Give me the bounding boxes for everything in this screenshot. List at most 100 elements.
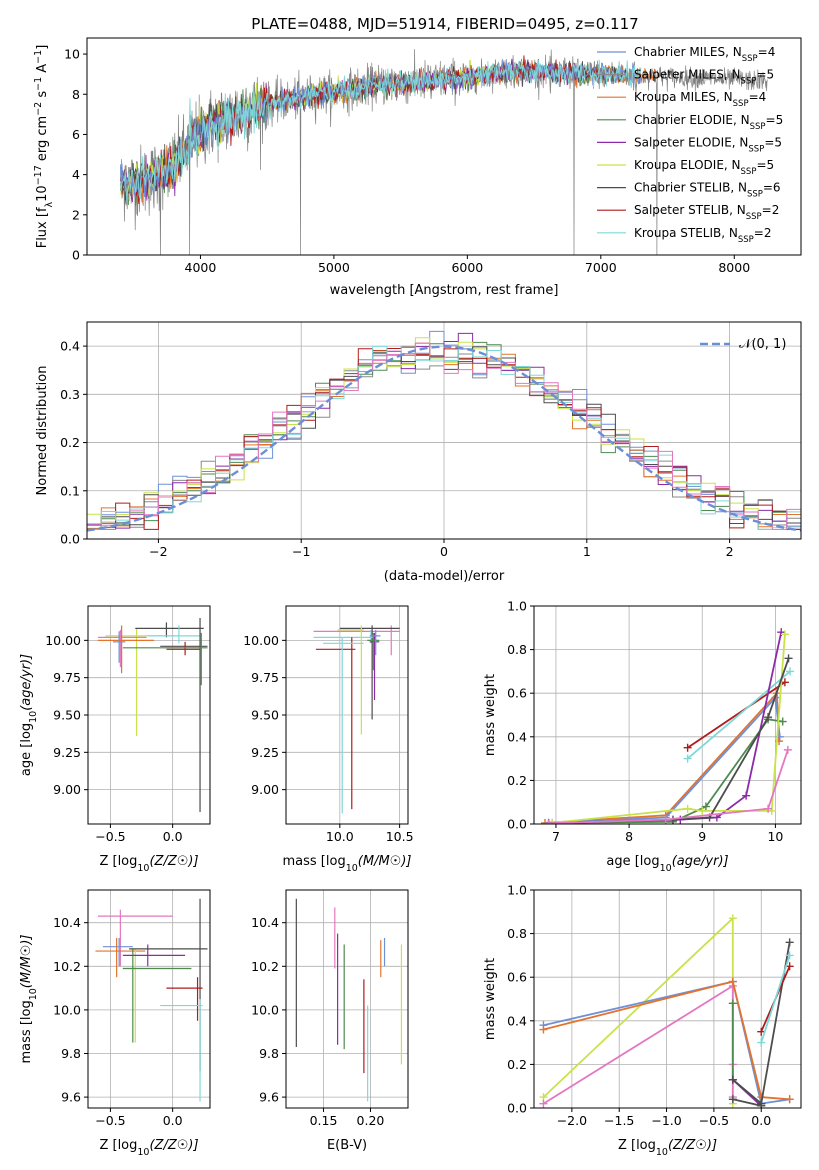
y-tick-label: 0.2: [507, 1057, 527, 1072]
axes-mass_vs_Z: −0.5 0.0 9.6 9.8 10.0 10.2 10.4: [53, 889, 211, 1128]
y-axis-label: Flux [fλ10−17 erg cm−2 s−1 A−1]: [33, 45, 55, 249]
y-tick-label: 10: [64, 47, 80, 62]
y-tick-label: 2: [72, 207, 80, 222]
point-marker: [728, 999, 737, 1008]
y-tick-label: 9.8: [259, 1046, 279, 1061]
y-tick-label: 0.4: [507, 729, 527, 744]
y-tick-label: 10.4: [53, 915, 81, 930]
axes-frame: [86, 37, 802, 256]
legend-label: Salpeter ELODIE, NSSP=5: [634, 135, 782, 154]
x-tick-label: 0.0: [163, 829, 183, 844]
axes-weight_vs_age: 7 8 9 10 0.0 0.2 0.4 0.6 0.8 1.0: [507, 599, 802, 844]
legend-label: Chabrier MILES, NSSP=4: [634, 45, 775, 64]
axes-mass_vs_ebv: 0.15 0.20 9.6 9.8 10.0 10.2 10.4: [251, 889, 409, 1128]
point-marker: [785, 1095, 794, 1104]
series-line-chabrier-elodie: [548, 718, 783, 824]
x-tick-label: 0.0: [163, 1113, 183, 1128]
x-tick-label: 2: [726, 544, 734, 559]
point-marker: [539, 1025, 548, 1034]
point-marker: [757, 1101, 766, 1108]
series-line-kroupa-elodie: [552, 634, 786, 824]
axes-frame: [285, 889, 409, 1109]
x-tick-label: −1.0: [651, 1113, 681, 1128]
x-tick-label: 10.0: [326, 829, 354, 844]
x-axis-label: wavelength [Angstrom, rest frame]: [330, 283, 559, 298]
plot-area-weight_vs_Z: [539, 914, 794, 1108]
y-tick-label: 9.75: [53, 670, 81, 685]
y-tick-label: 10.0: [53, 1002, 81, 1017]
y-tick-label: 10.0: [251, 1002, 279, 1017]
y-tick-label: 1.0: [507, 883, 527, 898]
axes-spectrum: 4000 5000 6000 7000 8000 0 2 4 6 8 10: [64, 37, 802, 275]
y-tick-label: 10.4: [251, 915, 279, 930]
point-marker: [785, 938, 794, 947]
axes-weight_vs_Z: −2.0 −1.5 −1.0 −0.5 0.0 0.0 0.2 0.4 0.6 0.8 1.0: [507, 883, 802, 1128]
histogram-pink: [87, 342, 801, 530]
point-marker: [764, 804, 773, 813]
axes-frame: [533, 605, 802, 825]
x-tick-label: 10.5: [386, 829, 414, 844]
series-line-chabrier-miles: [548, 696, 781, 824]
series-line-kroupa-stelib: [760, 955, 791, 1043]
y-tick-label: 9.50: [53, 708, 81, 723]
point-marker: [786, 667, 795, 676]
y-tick-label: 0.0: [60, 532, 80, 547]
axes-age_vs_mass: 10.0 10.5 9.00 9.25 9.50 9.75 10.00: [243, 605, 414, 844]
x-tick-label: 0.20: [357, 1113, 385, 1128]
plot-area-age_vs_Z: [97, 617, 208, 813]
point-marker: [661, 815, 670, 824]
point-marker: [778, 717, 787, 726]
series-line-pink: [548, 749, 789, 824]
plot-area-residuals: [87, 330, 801, 532]
x-tick-label: 0.15: [310, 1113, 338, 1128]
point-marker: [728, 1075, 737, 1084]
point-marker: [683, 804, 692, 813]
x-tick-label: 10: [767, 829, 783, 844]
x-axis-label: E(B-V): [327, 1138, 367, 1153]
y-axis-label: mass [log10(M/M☉)]: [19, 935, 39, 1064]
y-tick-label: 10.00: [45, 633, 81, 648]
plot-area-weight_vs_age: [540, 628, 795, 824]
series-line-chabrier-miles: [119, 58, 642, 198]
point-marker: [757, 1038, 766, 1047]
point-marker: [783, 745, 792, 754]
point-marker: [780, 678, 789, 687]
y-tick-label: 0.4: [60, 339, 80, 354]
x-tick-label: 8: [625, 829, 633, 844]
legend-label: Salpeter STELIB, NSSP=2: [634, 203, 779, 222]
point-marker: [742, 791, 751, 800]
x-tick-label: 0: [440, 544, 448, 559]
y-tick-label: 4: [72, 167, 80, 182]
legend-label: Kroupa STELIB, NSSP=2: [634, 226, 772, 245]
point-marker: [780, 630, 789, 639]
x-axis-label: Z [log10(Z/Z☉)]: [99, 1138, 198, 1158]
x-tick-label: 9: [698, 829, 706, 844]
x-tick-label: −1: [292, 544, 310, 559]
y-axis-label: Normed distribution: [35, 366, 50, 496]
x-axis-label: (data-model)/error: [384, 569, 505, 584]
x-tick-label: −0.5: [95, 829, 125, 844]
x-tick-label: 4000: [185, 260, 217, 275]
x-axis-label: Z [log10(Z/Z☉)]: [618, 1138, 717, 1158]
point-marker: [544, 819, 553, 824]
y-tick-label: 10.00: [243, 633, 279, 648]
point-marker: [785, 951, 794, 960]
legend: Chabrier MILES, NSSP=4 Salpeter MILES, NS…: [597, 45, 783, 245]
y-tick-label: 9.6: [61, 1090, 81, 1105]
legend-label: Salpeter MILES, NSSP=5: [634, 68, 774, 87]
plot-area-age_vs_mass: [313, 625, 400, 814]
x-tick-label: −0.5: [95, 1113, 125, 1128]
figure-title: PLATE=0488, MJD=51914, FIBERID=0495, z=0…: [251, 15, 638, 33]
y-tick-label: 10.2: [251, 959, 279, 974]
y-tick-label: 9.6: [259, 1090, 279, 1105]
series-line-kroupa-stelib: [687, 670, 791, 760]
point-marker: [698, 806, 707, 815]
series-line-chabrier-stelib: [732, 1098, 762, 1107]
y-tick-label: 0.4: [507, 1013, 527, 1028]
y-axis-label: age [log10(age/yr)]: [19, 654, 39, 776]
y-tick-label: 9.25: [53, 745, 81, 760]
y-tick-label: 9.25: [251, 745, 279, 760]
histogram-salpeter-stelib: [87, 346, 801, 530]
axes-frame: [87, 889, 211, 1109]
